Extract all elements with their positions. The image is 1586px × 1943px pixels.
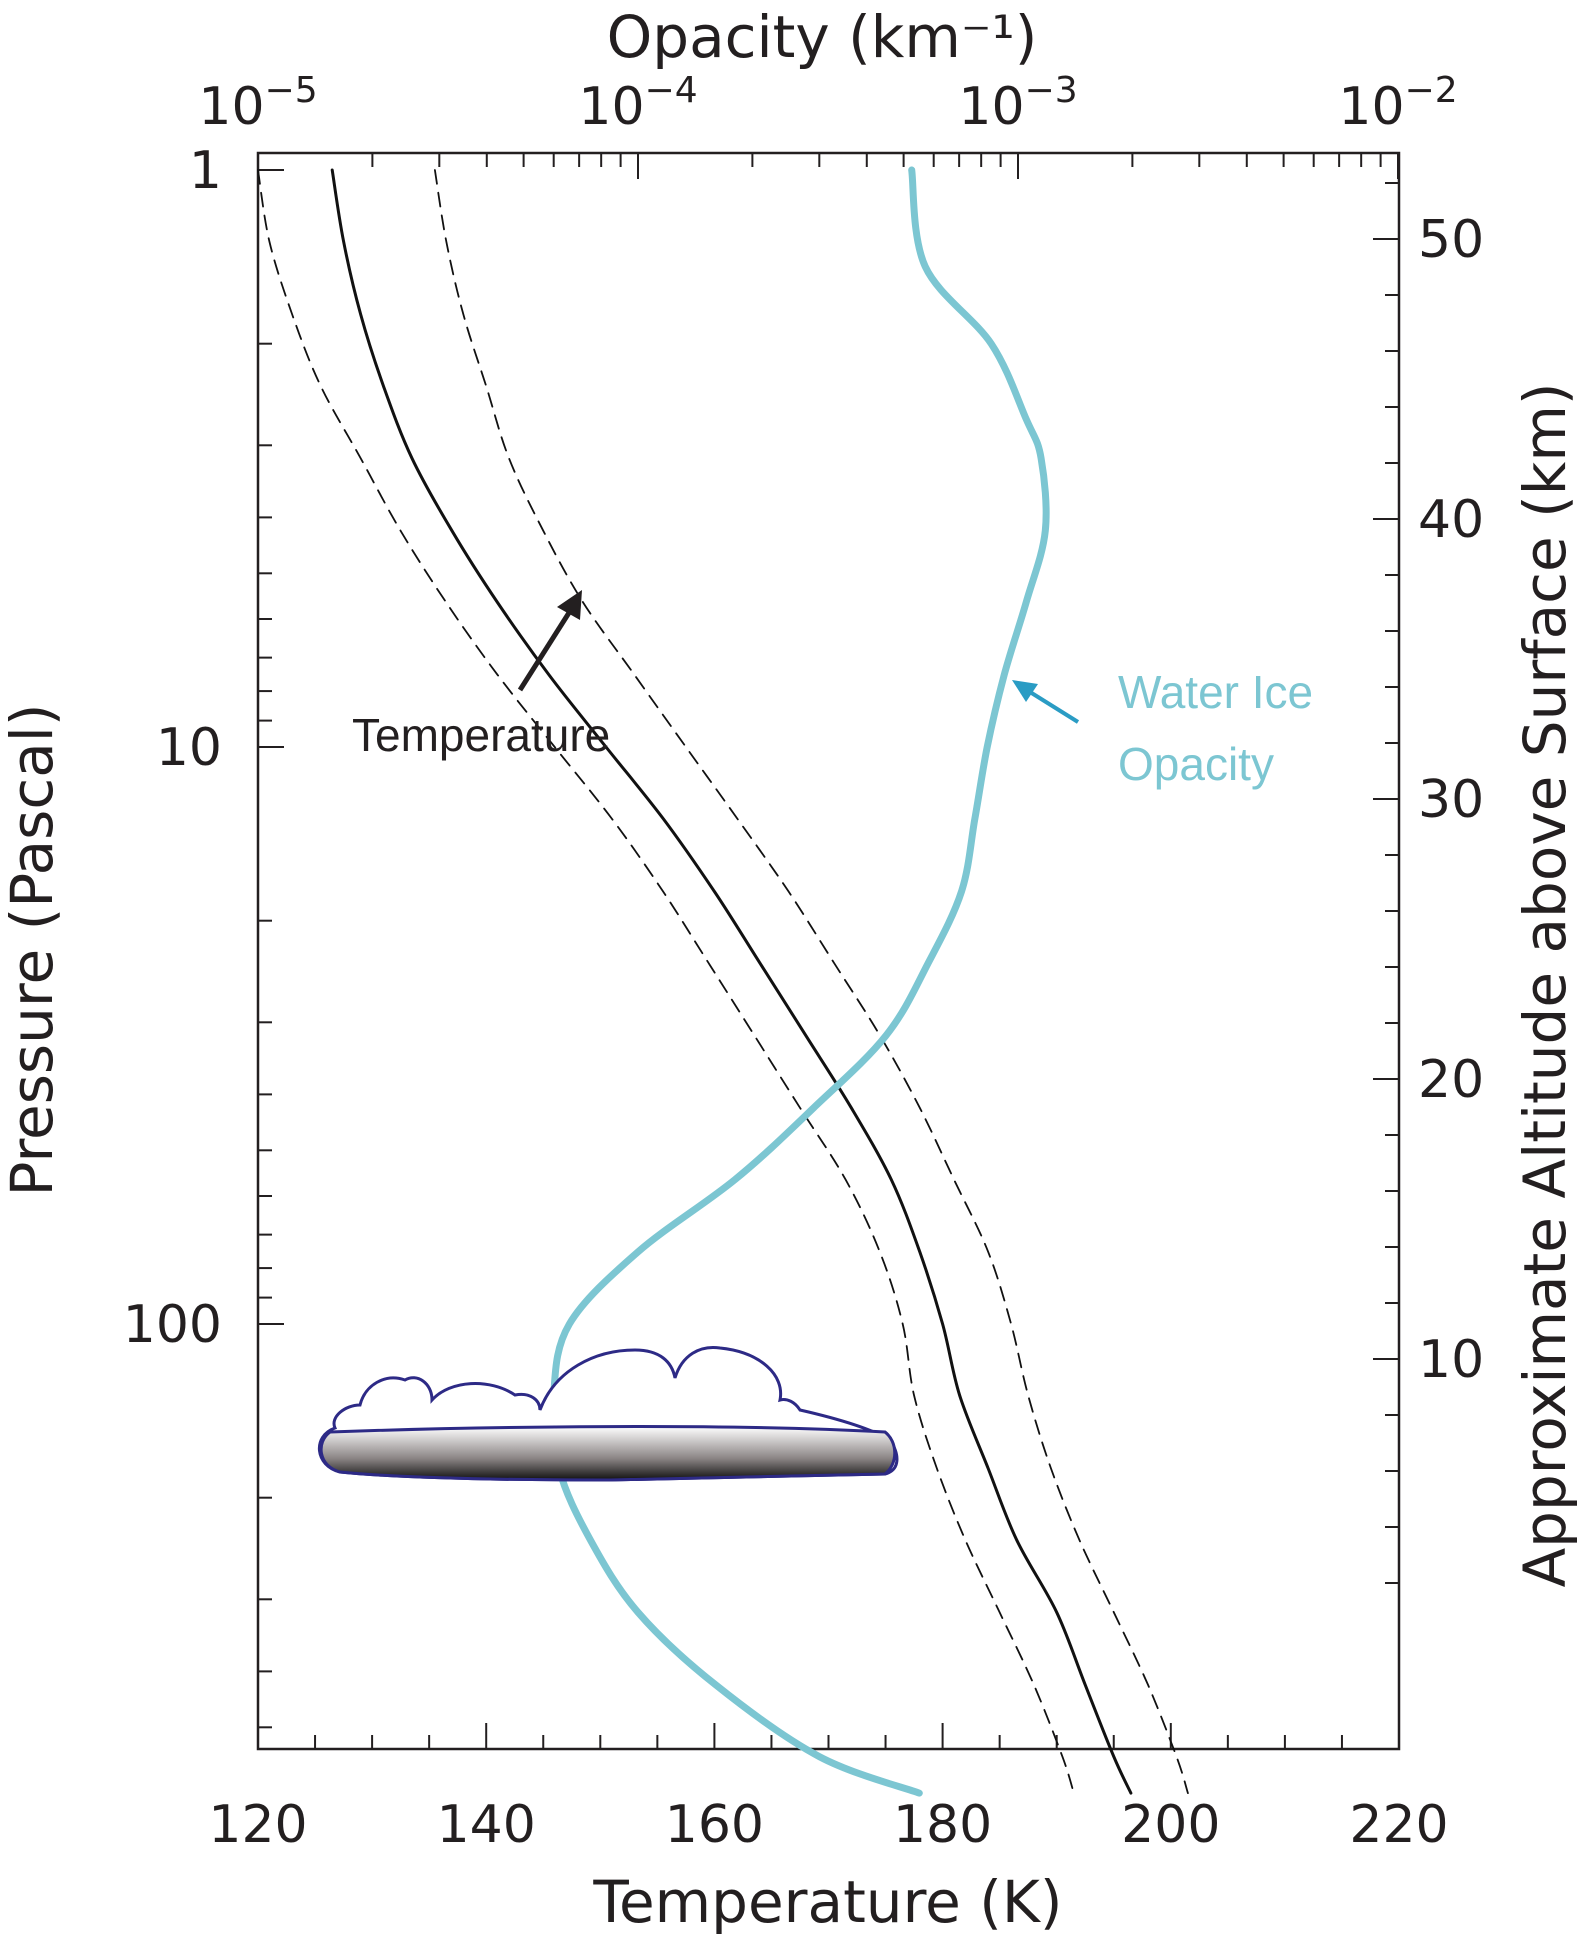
temperature-arrow-head [557,590,582,620]
opacity-arrow-head [1012,680,1038,702]
right-tick-label: 20 [1418,1050,1484,1110]
opacity-label-line1: Water Ice [1118,666,1313,718]
opacity-annotation: Water Ice Opacity [1012,666,1313,790]
temperature-arrow-shaft [517,606,575,692]
x-tick-label: 180 [893,1795,992,1855]
cloud-base-shading [319,1425,897,1482]
right-tick-label: 30 [1418,770,1484,830]
right-tick-label: 10 [1418,1330,1484,1390]
opacity-label-line2: Opacity [1118,738,1274,790]
temperature-annotation: Temperature [352,590,610,761]
top-axis-title: Opacity (km⁻¹) [607,3,1038,71]
top-tick-label: 10−5 [198,70,317,137]
temperature-lower-bound-line [257,169,1075,1794]
axis-tick-labels: 120 140 160 180 200 220 1 10 100 10−5 10−4 10−3 10−2… [123,70,1484,1855]
temperature-upper-bound-line [434,169,1189,1794]
temperature-line [330,168,1133,1795]
right-axis-title: Approximate Altitude above Surface (km) [1511,382,1579,1587]
right-tick-label: 50 [1418,210,1484,270]
right-tick-label: 40 [1418,490,1484,550]
plot-frame [256,151,1401,1751]
top-tick-label: 10−4 [578,70,697,137]
data-series [257,166,1189,1797]
x-tick-label: 200 [1121,1795,1220,1855]
x-tick-label: 140 [437,1795,536,1855]
opacity-arrow-shaft [1028,690,1080,724]
y-tick-label: 1 [189,141,222,201]
x-axis-title: Temperature (K) [592,1868,1062,1936]
x-tick-label: 220 [1349,1795,1448,1855]
x-tick-label: 120 [208,1795,307,1855]
x-tick-label: 160 [665,1795,764,1855]
y-axis-title: Pressure (Pascal) [0,703,66,1196]
y-tick-label: 10 [156,718,222,778]
top-tick-label: 10−2 [1338,70,1457,137]
top-tick-label: 10−3 [958,70,1077,137]
axis-ticks [257,153,1400,1749]
cloud-illustration [317,1345,899,1482]
y-tick-label: 100 [123,1295,222,1355]
temperature-label: Temperature [352,709,610,761]
water-ice-opacity-line [549,166,1050,1797]
